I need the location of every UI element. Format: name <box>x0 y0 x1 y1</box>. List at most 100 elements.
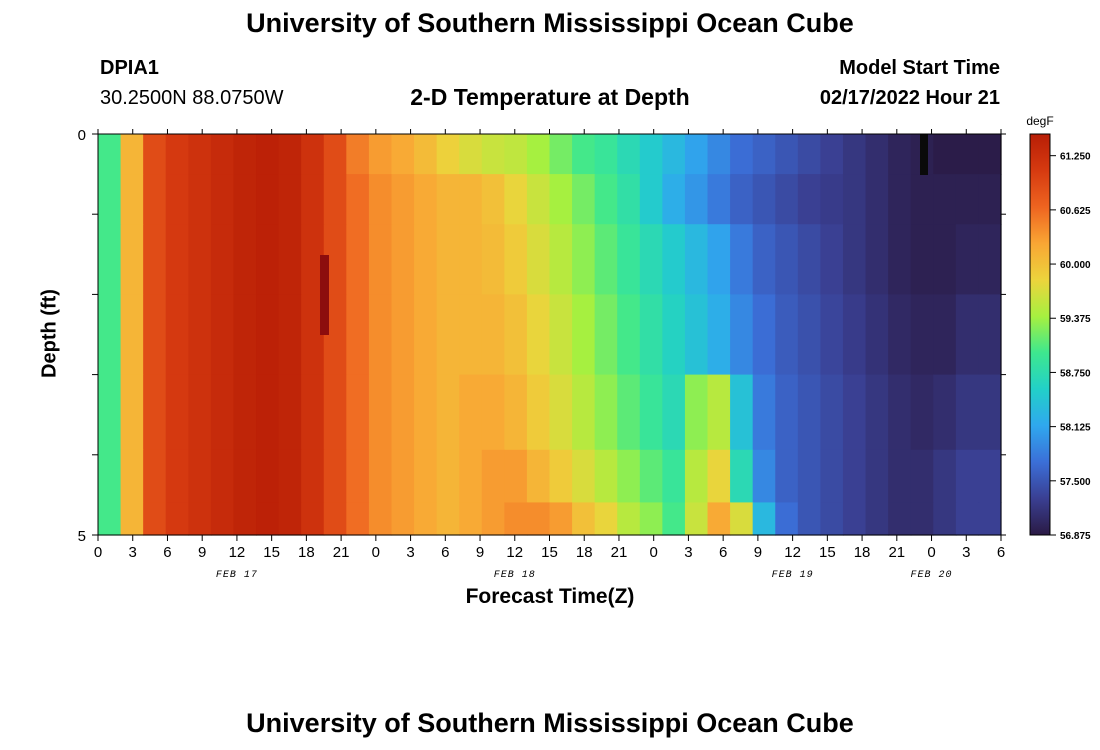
heatmap-cell <box>842 374 867 451</box>
heatmap-cell <box>888 502 912 536</box>
heatmap-cell <box>323 174 347 225</box>
heatmap-cell <box>98 294 122 376</box>
heatmap-cell <box>120 502 144 536</box>
heatmap-cell <box>459 174 483 225</box>
heatmap-cell <box>481 174 505 225</box>
heatmap-cell <box>752 134 776 175</box>
heatmap-cell <box>391 134 415 175</box>
heatmap-cell <box>414 294 438 376</box>
heatmap-cell <box>526 294 551 376</box>
heatmap-cell <box>820 224 844 295</box>
heatmap-cell <box>188 374 212 451</box>
heatmap-cell <box>143 374 167 451</box>
heatmap-cell <box>730 174 754 225</box>
heatmap-cell <box>436 224 460 295</box>
colorbar-tick-label: 58.125 <box>1060 423 1091 434</box>
heatmap-cell <box>481 294 505 376</box>
heatmap-cell <box>955 294 980 376</box>
heatmap-cell <box>549 174 573 225</box>
x-tick-label: 6 <box>719 544 727 561</box>
heatmap-cell <box>323 294 347 376</box>
x-tick-label: 3 <box>129 544 137 561</box>
heatmap-cell <box>707 224 731 295</box>
y-tick-label: 5 <box>78 528 86 545</box>
heatmap-cell <box>752 224 776 295</box>
heatmap-cell <box>865 294 889 376</box>
colorbar-scale <box>1029 133 1051 536</box>
heatmap-cell <box>775 134 799 175</box>
heatmap-cell <box>143 449 167 504</box>
heatmap-cell <box>278 294 302 376</box>
heatmap-cell <box>256 134 280 175</box>
heatmap-cell <box>165 174 189 225</box>
heatmap-cell <box>594 449 618 504</box>
heatmap-cell <box>391 174 415 225</box>
heatmap-cell <box>955 374 980 451</box>
heatmap-cell <box>842 294 867 376</box>
heatmap-cell <box>639 134 663 175</box>
heatmap-cell <box>256 224 280 295</box>
heatmap-cell <box>842 174 867 225</box>
colorbar-unit: degF <box>1026 114 1053 128</box>
heatmap-cell <box>210 294 235 376</box>
heatmap-cell <box>639 224 663 295</box>
x-tick-label: 15 <box>263 544 280 561</box>
heatmap-cells <box>98 134 1002 536</box>
heatmap-cell <box>459 224 483 295</box>
heatmap-cell <box>256 374 280 451</box>
heatmap-cell <box>933 502 957 536</box>
heatmap-cell <box>165 502 189 536</box>
heatmap-cell <box>842 134 867 175</box>
heatmap-cell <box>910 502 934 536</box>
heatmap-cell <box>278 502 302 536</box>
station-location: 30.2500N 88.0750W <box>100 87 284 109</box>
heatmap-cell <box>730 294 754 376</box>
heatmap-cell <box>391 294 415 376</box>
x-tick-label: 0 <box>650 544 658 561</box>
heatmap-cell <box>526 449 551 504</box>
heatmap-cell <box>775 502 799 536</box>
heatmap-cell <box>346 502 370 536</box>
heatmap-cell <box>233 294 257 376</box>
x-tick-label: 9 <box>198 544 206 561</box>
x-tick-label: 21 <box>611 544 628 561</box>
heatmap-cell <box>301 374 325 451</box>
heatmap-cell <box>888 449 912 504</box>
heatmap-cell <box>459 294 483 376</box>
heatmap-cell <box>662 174 686 225</box>
heatmap-cell <box>752 294 776 376</box>
heatmap-cell <box>98 134 122 175</box>
heatmap-cell <box>165 224 189 295</box>
x-tick-label: 0 <box>372 544 380 561</box>
heatmap-cell <box>278 134 302 175</box>
y-tick-label: 0 <box>78 127 86 144</box>
heatmap-cell <box>323 134 347 175</box>
heatmap-cell <box>662 502 686 536</box>
heatmap-cell <box>910 449 934 504</box>
heatmap-cell <box>256 502 280 536</box>
heatmap-cell <box>368 134 393 175</box>
x-tick-label: 15 <box>541 544 558 561</box>
heatmap-cell <box>955 502 980 536</box>
heatmap-cell <box>820 174 844 225</box>
heatmap-cell <box>301 502 325 536</box>
heatmap-cell <box>639 449 663 504</box>
colorbar: degF 61.250 60.625 60.000 59.375 58.750 58.12… <box>1026 114 1091 542</box>
heatmap-cell <box>955 134 980 175</box>
heatmap-cell <box>775 449 799 504</box>
heatmap-cell <box>301 294 325 376</box>
heatmap-cell <box>910 374 934 451</box>
heatmap-cell <box>391 224 415 295</box>
heatmap-cell <box>504 374 528 451</box>
heatmap-cell <box>436 374 460 451</box>
heatmap-cell <box>639 502 663 536</box>
colorbar-tick-label: 57.500 <box>1060 477 1091 488</box>
heatmap-cell <box>414 449 438 504</box>
heatmap-cell <box>662 224 686 295</box>
x-tick-label: 18 <box>576 544 593 561</box>
heatmap-cell <box>143 224 167 295</box>
heatmap-cell <box>165 294 189 376</box>
colorbar-tick-label: 60.000 <box>1060 260 1091 271</box>
heatmap-cell <box>210 224 235 295</box>
axis-ticks: 0 3 6 9 12 15 18 21 0 3 6 9 12 15 18 21 0 3 6 9 12 15 18 21 0 3 6 F… <box>78 127 1006 581</box>
